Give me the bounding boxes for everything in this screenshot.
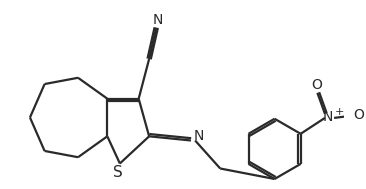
Text: S: S (113, 165, 123, 180)
Text: O: O (311, 78, 322, 92)
Text: N: N (193, 129, 203, 143)
Text: N: N (323, 110, 333, 124)
Text: O: O (353, 108, 364, 122)
Text: +: + (335, 107, 344, 117)
Text: N: N (152, 13, 163, 27)
